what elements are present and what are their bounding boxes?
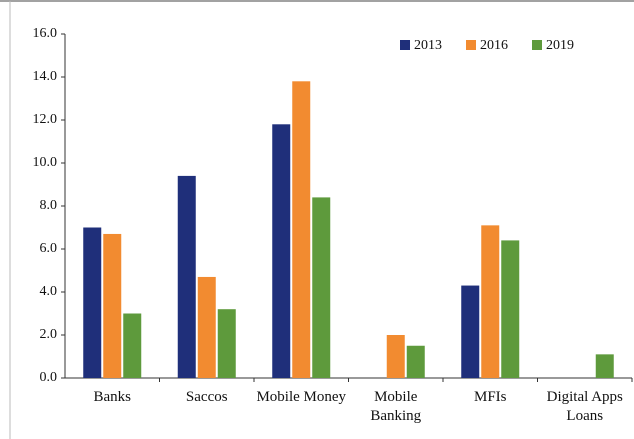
y-tick-label: 10.0 bbox=[33, 155, 58, 170]
bar bbox=[386, 335, 405, 378]
bar bbox=[83, 227, 102, 378]
bar bbox=[406, 345, 425, 378]
legend-swatch bbox=[532, 40, 542, 50]
legend-label: 2016 bbox=[480, 38, 508, 53]
y-tick-label: 8.0 bbox=[40, 198, 58, 213]
bar bbox=[123, 313, 142, 378]
x-tick-label: Mobile Banking bbox=[370, 389, 422, 424]
bar bbox=[177, 175, 196, 378]
bar bbox=[217, 309, 236, 378]
x-tick-label: Saccos bbox=[185, 389, 228, 405]
legend-swatch bbox=[400, 40, 410, 50]
y-tick-label: 4.0 bbox=[40, 284, 58, 299]
bar bbox=[272, 124, 291, 378]
legend-swatch bbox=[466, 40, 476, 50]
y-tick-label: 2.0 bbox=[40, 327, 58, 342]
y-tick-label: 16.0 bbox=[33, 26, 58, 41]
y-tick-label: 6.0 bbox=[40, 241, 58, 256]
y-tick-label: 0.0 bbox=[40, 370, 58, 385]
legend-label: 2013 bbox=[414, 38, 442, 53]
bar bbox=[197, 276, 216, 378]
bar bbox=[312, 197, 331, 378]
bar bbox=[595, 354, 614, 378]
x-tick-label: Banks bbox=[93, 389, 132, 405]
bar bbox=[461, 285, 480, 378]
legend-label: 2019 bbox=[546, 38, 574, 53]
bar bbox=[103, 233, 122, 378]
x-tick-label: MFIs bbox=[473, 389, 507, 405]
y-tick-label: 14.0 bbox=[33, 69, 58, 84]
bar bbox=[481, 225, 500, 378]
bar bbox=[292, 81, 311, 379]
x-tick-label: Digital Apps Loans bbox=[546, 389, 623, 424]
y-tick-label: 12.0 bbox=[33, 112, 58, 127]
x-tick-label: Mobile Money bbox=[256, 389, 347, 405]
bar bbox=[501, 240, 520, 378]
